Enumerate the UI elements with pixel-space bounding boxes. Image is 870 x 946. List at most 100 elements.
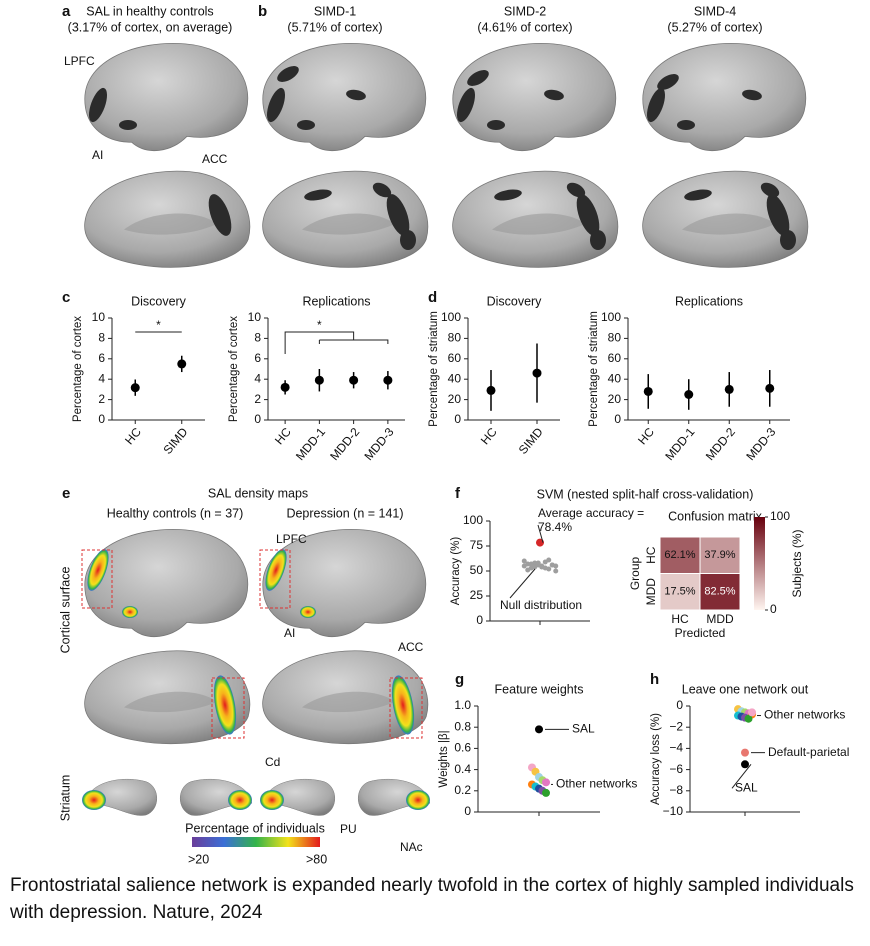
colorbar-tick-label: 100 <box>770 509 790 523</box>
network-patch <box>372 182 392 198</box>
figure: a SAL in healthy controls (3.17% of cort… <box>58 3 849 866</box>
data-point <box>546 557 552 563</box>
network-patch <box>119 120 137 130</box>
y-tick-label: 0 <box>676 698 683 712</box>
panel-subtitle: (3.17% of cortex, on average) <box>68 20 233 34</box>
chart-title: Feature weights <box>495 682 584 696</box>
y-tick-label: 100 <box>463 513 483 527</box>
mean-point <box>383 375 393 385</box>
brain-lat <box>84 43 249 152</box>
panel-label: c <box>62 289 70 306</box>
colorbar-max: >80 <box>306 852 327 866</box>
y-tick-label: 50 <box>470 563 484 577</box>
y-tick-label: −10 <box>663 804 684 818</box>
network-patch <box>677 120 695 130</box>
panel-label: b <box>258 3 267 20</box>
brain-lat <box>84 529 249 638</box>
y-tick-label: 80 <box>608 331 622 345</box>
cell-label: 37.9% <box>704 549 735 561</box>
y-tick-label: 0 <box>614 412 621 426</box>
data-point <box>535 560 541 566</box>
network-patch <box>657 74 679 90</box>
heatmap-cell <box>699 573 741 611</box>
network-patch <box>213 675 237 735</box>
map-title: SIMD-4 <box>694 4 736 18</box>
x-axis-label: Predicted <box>675 626 726 640</box>
panel-label: e <box>62 485 70 502</box>
y-tick-label: 6 <box>254 351 261 365</box>
y-tick-label: 25 <box>470 588 484 602</box>
x-tick-label: MDD-3 <box>361 425 396 463</box>
chart-title: Replications <box>302 294 370 308</box>
data-point <box>542 778 550 787</box>
annotation: NAc <box>400 840 423 854</box>
colorbar-label: Subjects (%) <box>790 529 804 597</box>
x-tick-label: SIMD <box>160 425 190 457</box>
roi-box <box>259 549 291 609</box>
heatmap-cell <box>659 536 701 574</box>
annotation: ACC <box>398 640 424 654</box>
annotation: PU <box>340 822 357 836</box>
network-patch <box>742 89 762 101</box>
y-axis-label: Group <box>628 557 642 591</box>
x-tick-label: MDD-1 <box>293 425 328 463</box>
y-tick-label: 10 <box>92 310 106 324</box>
mean-point <box>486 385 496 395</box>
network-patch <box>304 189 332 201</box>
brain-lat <box>262 43 427 152</box>
y-axis-label: Percentage of striatum <box>588 311 600 427</box>
mean-point <box>130 383 140 393</box>
y-tick-label: 2 <box>254 392 261 406</box>
x-tick-label: SIMD <box>516 425 546 457</box>
x-tick-label: MDD-2 <box>703 425 738 463</box>
mean-point <box>532 368 542 378</box>
network-patch <box>300 606 316 618</box>
mean-point <box>684 390 694 399</box>
network-patch <box>760 182 780 198</box>
y-tick-label: 10 <box>248 310 262 324</box>
map-title: SIMD-2 <box>504 4 546 18</box>
row-label: Cortical surface <box>58 567 72 654</box>
significance: * <box>317 318 322 332</box>
network-patch <box>487 120 505 130</box>
colorbar-min: >20 <box>188 852 209 866</box>
y-tick-label: 4 <box>254 371 261 385</box>
y-tick-label: 8 <box>254 331 261 345</box>
chart-title: Discovery <box>487 294 543 308</box>
y-tick-label: HC <box>644 546 658 564</box>
y-tick-label: −6 <box>669 762 683 776</box>
y-tick-label: 6 <box>98 351 105 365</box>
significance: * <box>156 318 161 332</box>
map-title: SIMD-1 <box>314 4 356 18</box>
network-patch <box>400 230 416 250</box>
network-patch <box>467 70 489 86</box>
chart-title: Discovery <box>131 294 187 308</box>
chart-title: Confusion matrix <box>668 509 763 523</box>
y-tick-label: 20 <box>608 392 622 406</box>
y-tick-label: 0.6 <box>454 741 471 755</box>
colorbar <box>192 837 320 847</box>
network-patch <box>766 194 790 236</box>
leader-line <box>537 524 544 543</box>
map-subtitle: (5.27% of cortex) <box>667 20 762 34</box>
y-tick-label: 0.4 <box>454 762 471 776</box>
mean-point <box>314 375 324 385</box>
network-patch <box>297 120 315 130</box>
panel-title: SAL in healthy controls <box>86 4 213 18</box>
y-tick-label: 60 <box>448 351 462 365</box>
y-tick-label: 0 <box>454 412 461 426</box>
mean-point <box>724 384 734 394</box>
network-patch <box>277 66 299 82</box>
panel-label: a <box>62 3 71 20</box>
chart-title: Replications <box>675 294 743 308</box>
cell-label: 17.5% <box>664 586 695 598</box>
x-tick-label: HC <box>272 425 294 448</box>
y-tick-label: 1.0 <box>454 698 471 712</box>
x-tick-label: MDD-3 <box>743 425 778 463</box>
y-axis-label: Percentage of cortex <box>72 316 84 422</box>
network-patch <box>208 194 232 236</box>
panel-label: d <box>428 289 437 306</box>
y-tick-label: 100 <box>441 310 461 324</box>
y-tick-label: 0 <box>464 804 471 818</box>
